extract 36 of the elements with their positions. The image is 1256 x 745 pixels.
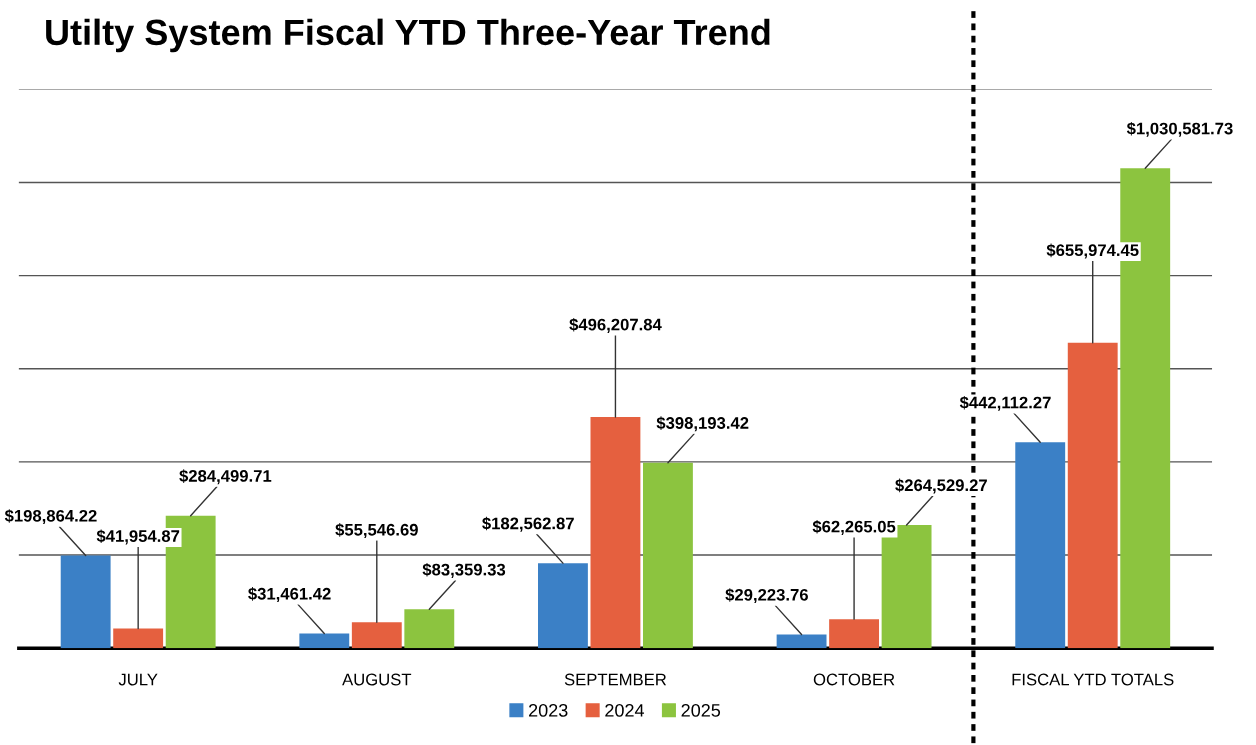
bar (538, 563, 588, 649)
data-label: $398,193.42 (656, 416, 749, 432)
bar (1015, 442, 1066, 649)
chart-title: Utilty System Fiscal YTD Three-Year Trend (46, 18, 770, 53)
legend-label: 2023 (529, 703, 568, 717)
data-label: $55,546.69 (335, 523, 418, 539)
data-label: $31,461.42 (248, 587, 331, 603)
x-tick-label: JULY (118, 673, 158, 686)
data-label: $62,265.05 (812, 520, 896, 535)
bar (60, 555, 111, 649)
bar (829, 619, 880, 649)
legend-label: 2025 (681, 703, 721, 717)
data-label: $442,112.27 (959, 395, 1051, 411)
bar (643, 462, 693, 649)
data-label: $655,974.45 (1046, 243, 1139, 259)
x-tick-label: AUGUST (342, 673, 412, 686)
bar (351, 622, 402, 649)
data-label: $198,864.22 (4, 509, 97, 525)
data-label: $29,223.76 (725, 588, 808, 604)
data-label: $83,359.33 (422, 562, 506, 578)
x-tick-label: OCTOBER (813, 673, 895, 686)
data-label: $41,954.87 (96, 529, 180, 545)
data-label: $182,562.87 (482, 516, 574, 532)
x-tick-label: SEPTEMBER (564, 673, 667, 686)
data-label: $1,030,581.73 (1126, 121, 1233, 137)
bar (590, 417, 641, 649)
bar (1067, 342, 1118, 649)
legend-label: 2024 (605, 703, 645, 717)
data-label: $264,529.27 (895, 478, 987, 494)
x-tick-label: FISCAL YTD TOTALS (1012, 673, 1174, 686)
bar (404, 609, 455, 649)
bar (776, 634, 827, 649)
bar (113, 628, 164, 649)
data-label: $496,207.84 (569, 317, 662, 333)
bar (299, 633, 350, 649)
data-label: $284,499.71 (179, 469, 272, 485)
